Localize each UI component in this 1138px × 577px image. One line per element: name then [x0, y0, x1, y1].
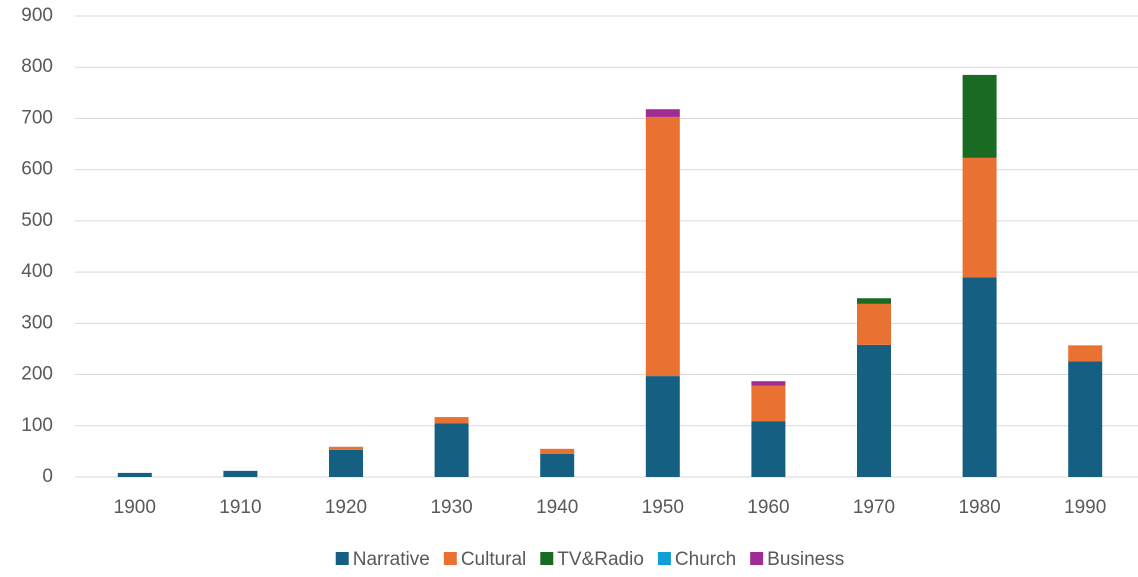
bar-segment [962, 157, 997, 278]
x-tick-label: 1900 [114, 497, 156, 518]
x-tick-label: 1940 [536, 497, 578, 518]
legend-label: Cultural [461, 549, 526, 570]
x-tick-label: 1990 [1064, 497, 1106, 518]
y-tick-label: 0 [42, 466, 53, 487]
x-tick-label: 1950 [642, 497, 684, 518]
legend: Narrative Cultural TV&Radio Church Business [335, 549, 844, 570]
bar-segment [857, 303, 891, 345]
bar-segment [857, 344, 891, 477]
bar-segment [329, 446, 363, 450]
x-tick-label: 1960 [747, 497, 789, 518]
bar-segment [751, 381, 786, 386]
x-tick-label: 1930 [430, 497, 472, 518]
bar-segment [645, 109, 680, 117]
x-tick-label: 1910 [219, 497, 261, 518]
bar-segment [434, 423, 469, 477]
bar-segment [962, 277, 997, 477]
legend-swatch [657, 552, 671, 565]
y-tick-label: 400 [21, 261, 53, 282]
bar-segment [645, 376, 680, 477]
legend-label: Business [767, 549, 844, 570]
y-tick-label: 200 [21, 364, 53, 385]
y-tick-label: 500 [21, 210, 53, 231]
x-tick-label: 1980 [958, 497, 1000, 518]
bar-segment [540, 453, 575, 477]
legend-swatch [750, 552, 764, 565]
y-tick-label: 700 [21, 107, 53, 128]
x-tick-label: 1970 [853, 497, 895, 518]
x-tick-label: 1920 [325, 497, 367, 518]
bar-segment [1068, 361, 1103, 477]
legend-label: Church [675, 549, 736, 570]
legend-label: TV&Radio [557, 549, 644, 570]
bar-segment [1068, 345, 1103, 362]
bar-segment [540, 448, 575, 454]
legend-swatch [335, 552, 349, 565]
y-tick-label: 600 [21, 159, 53, 180]
bar-segment [117, 472, 152, 477]
bar-segment [434, 417, 469, 424]
bar-segment [645, 116, 680, 377]
y-tick-label: 900 [21, 5, 53, 26]
legend-swatch [540, 552, 554, 565]
bar-segment [223, 470, 258, 477]
legend-swatch [443, 552, 457, 565]
legend-label: Narrative [353, 549, 430, 570]
bar-segment [329, 449, 363, 477]
bar-segment [751, 385, 786, 422]
y-tick-label: 800 [21, 56, 53, 77]
bar-segment [857, 298, 891, 304]
y-tick-label: 100 [21, 415, 53, 436]
y-tick-label: 300 [21, 312, 53, 333]
bar-segment [751, 421, 786, 477]
bar-segment [962, 74, 997, 158]
